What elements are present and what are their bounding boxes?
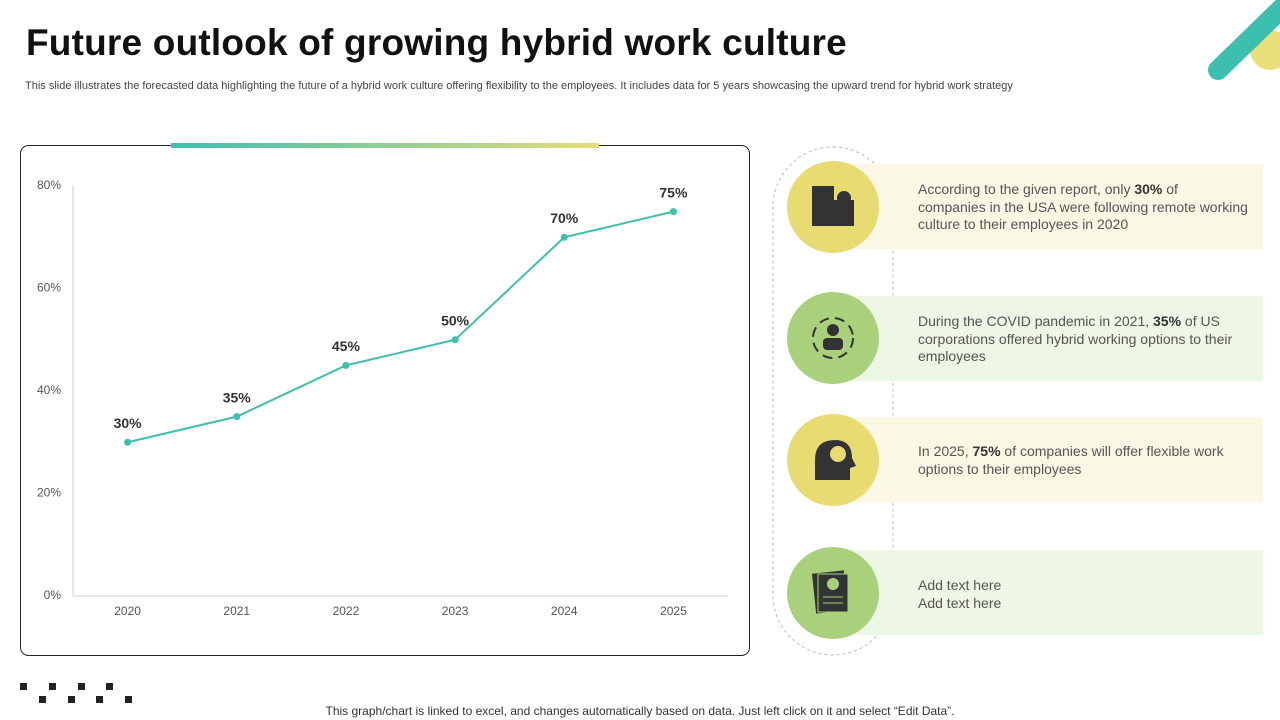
accent-bar xyxy=(171,143,599,148)
highlight: 35% xyxy=(1153,313,1182,329)
point xyxy=(560,233,568,241)
data-label: 30% xyxy=(114,415,143,431)
text: Add text here xyxy=(918,577,1002,593)
line xyxy=(127,210,674,444)
team-icon xyxy=(812,317,854,359)
highlight: 30% xyxy=(1134,181,1163,197)
y-tick-label: 0% xyxy=(44,588,62,602)
text: Add text here xyxy=(918,594,1002,611)
panel-text: Add text here Add text here xyxy=(918,577,1248,612)
y-tick-label: 60% xyxy=(37,281,61,295)
point xyxy=(669,208,677,216)
text: In 2025, xyxy=(918,443,973,459)
data-label: 70% xyxy=(550,210,579,226)
point xyxy=(451,336,459,344)
panel-band xyxy=(833,550,1263,635)
point xyxy=(233,413,241,421)
x-tick-label: 2023 xyxy=(442,604,469,618)
highlight: 75% xyxy=(972,443,1001,459)
footer-note: This graph/chart is linked to excel, and… xyxy=(325,704,955,718)
y-tick-label: 40% xyxy=(37,383,61,397)
dashed-track xyxy=(772,146,894,656)
panel-band xyxy=(833,417,1263,502)
line-chart: 0% 20% 40% 60% 80% 2020 2021 2022 2023 2024 2025 30… xyxy=(37,178,728,618)
y-tick-label: 20% xyxy=(37,486,61,500)
head-icon xyxy=(815,440,856,480)
y-tick-label: 80% xyxy=(37,178,61,192)
x-tick-label: 2025 xyxy=(660,604,687,618)
point xyxy=(342,361,350,369)
panel-band xyxy=(833,296,1263,381)
panel-text: According to the given report, only 30% … xyxy=(918,181,1248,234)
document-icon xyxy=(811,570,849,614)
x-tick-label: 2022 xyxy=(333,604,360,618)
panel-band xyxy=(833,164,1263,249)
deco-stripe xyxy=(1208,0,1280,80)
x-tick-label: 2021 xyxy=(223,604,250,618)
text: of companies will offer flexible work op… xyxy=(918,443,1224,477)
data-label: 50% xyxy=(441,312,470,328)
panel-text: During the COVID pandemic in 2021, 35% o… xyxy=(918,313,1248,366)
data-label: 45% xyxy=(332,338,361,354)
subtitle: This slide illustrates the forecasted da… xyxy=(25,80,1013,92)
x-tick-label: 2024 xyxy=(551,604,578,618)
text: of US corporations offered hybrid workin… xyxy=(918,313,1233,364)
data-label: 75% xyxy=(659,184,688,200)
dots xyxy=(20,683,132,703)
building-icon xyxy=(812,186,854,226)
panel-text: In 2025, 75% of companies will offer fle… xyxy=(918,443,1248,478)
data-label: 35% xyxy=(223,389,252,405)
x-tick-label: 2020 xyxy=(114,604,141,618)
text: According to the given report, only xyxy=(918,181,1135,197)
text: During the COVID pandemic in 2021, xyxy=(918,313,1154,329)
title: Future outlook of growing hybrid work cu… xyxy=(26,22,847,63)
text: of companies in the USA were following r… xyxy=(918,181,1248,232)
point xyxy=(124,438,132,446)
